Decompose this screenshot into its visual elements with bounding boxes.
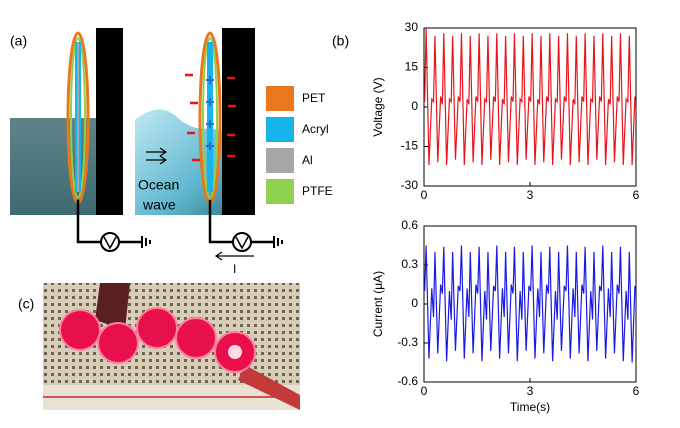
y-tick-label: 0 <box>411 99 418 113</box>
x-tick-label: 0 <box>421 188 428 202</box>
y-tick-label: -0.3 <box>397 335 418 349</box>
x-axis-label: Time(s) <box>510 400 550 414</box>
wave-text: wave <box>142 197 176 213</box>
legend-label: PTFE <box>302 184 333 198</box>
x-tick-label: 6 <box>633 188 640 202</box>
y-tick-label: 0.6 <box>401 218 418 232</box>
y-tick-label: 30 <box>405 20 419 34</box>
y-axis-label: Voltage (V) <box>371 77 385 136</box>
panel-label: (b) <box>332 33 349 49</box>
legend-swatch <box>266 148 294 173</box>
panel-label: (a) <box>10 33 27 49</box>
wave-text: Ocean <box>138 177 179 193</box>
x-tick-label: 0 <box>421 384 428 398</box>
y-tick-label: 0.3 <box>401 257 418 271</box>
y-tick-label: -0.6 <box>397 374 418 388</box>
y-axis-label: Current (μA) <box>371 271 385 337</box>
legend-swatch <box>266 179 294 204</box>
x-tick-label: 6 <box>633 384 640 398</box>
legend-swatch <box>266 86 294 111</box>
device-diagram <box>10 28 151 252</box>
data-line <box>424 245 636 363</box>
y-tick-label: 15 <box>405 60 419 74</box>
device-wave-diagram <box>135 28 283 261</box>
y-tick-label: -15 <box>401 139 419 153</box>
y-tick-label: -30 <box>401 178 419 192</box>
legend-label: Al <box>302 153 313 167</box>
x-tick-label: 3 <box>527 188 534 202</box>
y-tick-label: 0 <box>411 296 418 310</box>
x-tick-label: 3 <box>527 384 534 398</box>
legend-swatch <box>266 117 294 142</box>
legend-label: Acryl <box>302 122 329 136</box>
data-line <box>424 27 636 165</box>
current-label: I <box>233 262 236 276</box>
led-photo <box>43 283 300 410</box>
panel-label: (c) <box>18 296 34 312</box>
legend-label: PET <box>302 91 326 105</box>
